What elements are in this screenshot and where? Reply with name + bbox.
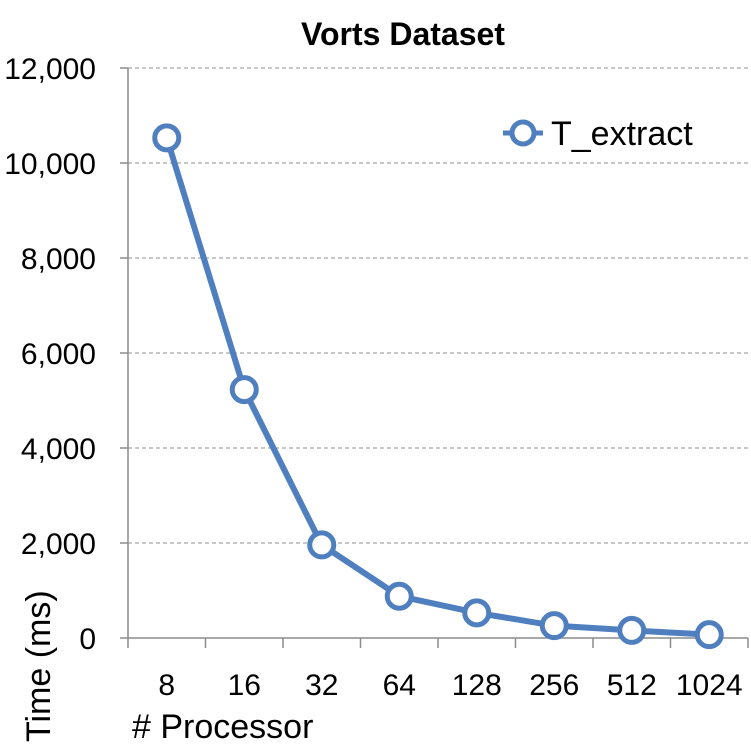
x-tick-label: 1024	[676, 669, 743, 702]
y-tick-label: 0	[79, 623, 96, 656]
data-point	[694, 620, 724, 650]
x-tick-label: 8	[158, 669, 175, 702]
x-axis-label: # Processor	[132, 708, 313, 746]
y-tick-label: 10,000	[4, 148, 96, 181]
legend-label: T_extract	[551, 115, 693, 153]
data-point	[152, 123, 182, 153]
data-point	[384, 581, 414, 611]
data-point	[539, 611, 569, 641]
y-tick-label: 2,000	[21, 528, 96, 561]
x-tick-label: 64	[383, 669, 416, 702]
x-tick-labels: 8 16 32 64 128 256 512 1024	[158, 669, 742, 702]
x-tick-label: 256	[529, 669, 579, 702]
data-point	[617, 615, 647, 645]
gridlines	[120, 67, 749, 648]
y-tick-label: 8,000	[21, 243, 96, 276]
axes	[127, 68, 748, 639]
series-t-extract	[152, 123, 724, 650]
x-tick-label: 16	[228, 669, 261, 702]
y-tick-labels: 0 2,000 4,000 6,000 8,000 10,000 12,000	[4, 53, 96, 656]
legend: T_extract	[503, 115, 693, 153]
x-tick-label: 128	[452, 669, 502, 702]
data-point	[229, 375, 259, 405]
y-tick-label: 6,000	[21, 338, 96, 371]
data-point	[307, 530, 337, 560]
data-point	[462, 598, 492, 628]
chart-title: Vorts Dataset	[301, 16, 505, 52]
legend-marker	[509, 119, 537, 147]
y-tick-label: 4,000	[21, 433, 96, 466]
x-tick-label: 512	[607, 669, 657, 702]
y-tick-label: 12,000	[4, 53, 96, 86]
y-axis-label: Time (ms)	[20, 590, 58, 742]
x-tick-label: 32	[305, 669, 338, 702]
